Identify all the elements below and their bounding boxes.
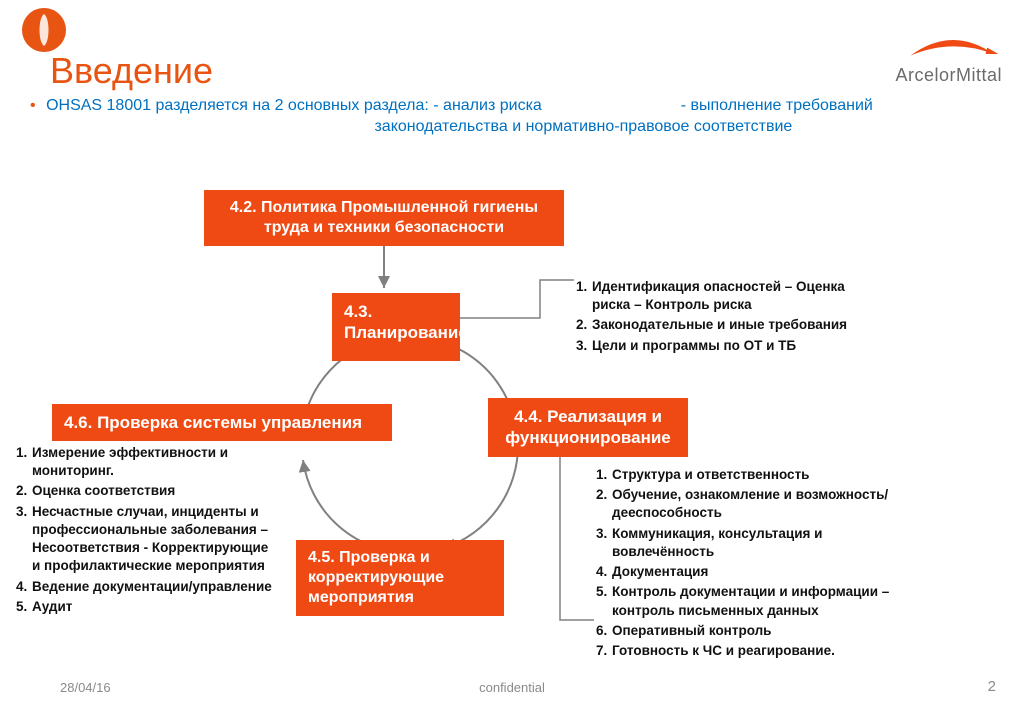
box-4-2-policy: 4.2. Политика Промышленной гигиены труда…	[204, 190, 564, 246]
list-item: 2.Обучение, ознакомление и возможность/д…	[596, 486, 896, 522]
list-4-6-review-items: 1.Измерение эффективности и мониторинг. 2…	[16, 444, 272, 618]
brand-swoosh-icon	[902, 30, 1002, 62]
page-title: Введение	[50, 50, 213, 92]
list-item: 7.Готовность к ЧС и реагирование.	[596, 642, 896, 660]
list-item: 1.Структура и ответственность	[596, 466, 896, 484]
list-item: 3.Цели и программы по ОТ и ТБ	[576, 337, 886, 355]
footer-classification: confidential	[479, 680, 545, 695]
list-item: 6.Оперативный контроль	[596, 622, 896, 640]
company-badge-icon	[20, 6, 68, 54]
list-item: 1.Измерение эффективности и мониторинг.	[16, 444, 272, 480]
box-4-6-management-review: 4.6. Проверка системы управления	[52, 404, 392, 441]
brand-text: ArcelorMittal	[895, 65, 1002, 86]
footer-page-number: 2	[988, 678, 996, 695]
box-4-5-checking: 4.5. Проверка и корректирующие мероприят…	[296, 540, 504, 616]
list-item: 3.Несчастные случаи, инциденты и професс…	[16, 503, 272, 576]
list-4-4-implementation-items: 1.Структура и ответственность 2.Обучение,…	[596, 466, 896, 662]
box-4-3-planning: 4.3. Планирование	[332, 293, 460, 361]
list-item: 1.Идентификация опасностей – Оценка риск…	[576, 278, 886, 314]
list-item: 4.Ведение документации/управление	[16, 578, 272, 596]
bullet-icon: •	[30, 97, 36, 114]
list-item: 2.Оценка соответствия	[16, 482, 272, 500]
list-item: 2.Законодательные и иные требования	[576, 316, 886, 334]
list-item: 3.Коммуникация, консультация и вовлечённ…	[596, 525, 896, 561]
list-item: 5.Аудит	[16, 598, 272, 616]
list-4-3-planning-items: 1.Идентификация опасностей – Оценка риск…	[576, 278, 886, 357]
box-4-4-implementation: 4.4. Реализация и функционирование	[488, 398, 688, 457]
footer-date: 28/04/16	[60, 680, 111, 695]
list-item: 4.Документация	[596, 563, 896, 581]
brand-logo: ArcelorMittal	[895, 30, 1002, 86]
list-item: 5.Контроль документации и информации – к…	[596, 583, 896, 619]
subtitle: • OHSAS 18001 разделяется на 2 основных …	[30, 96, 990, 138]
process-diagram: 4.2. Политика Промышленной гигиены труда…	[0, 160, 1024, 670]
